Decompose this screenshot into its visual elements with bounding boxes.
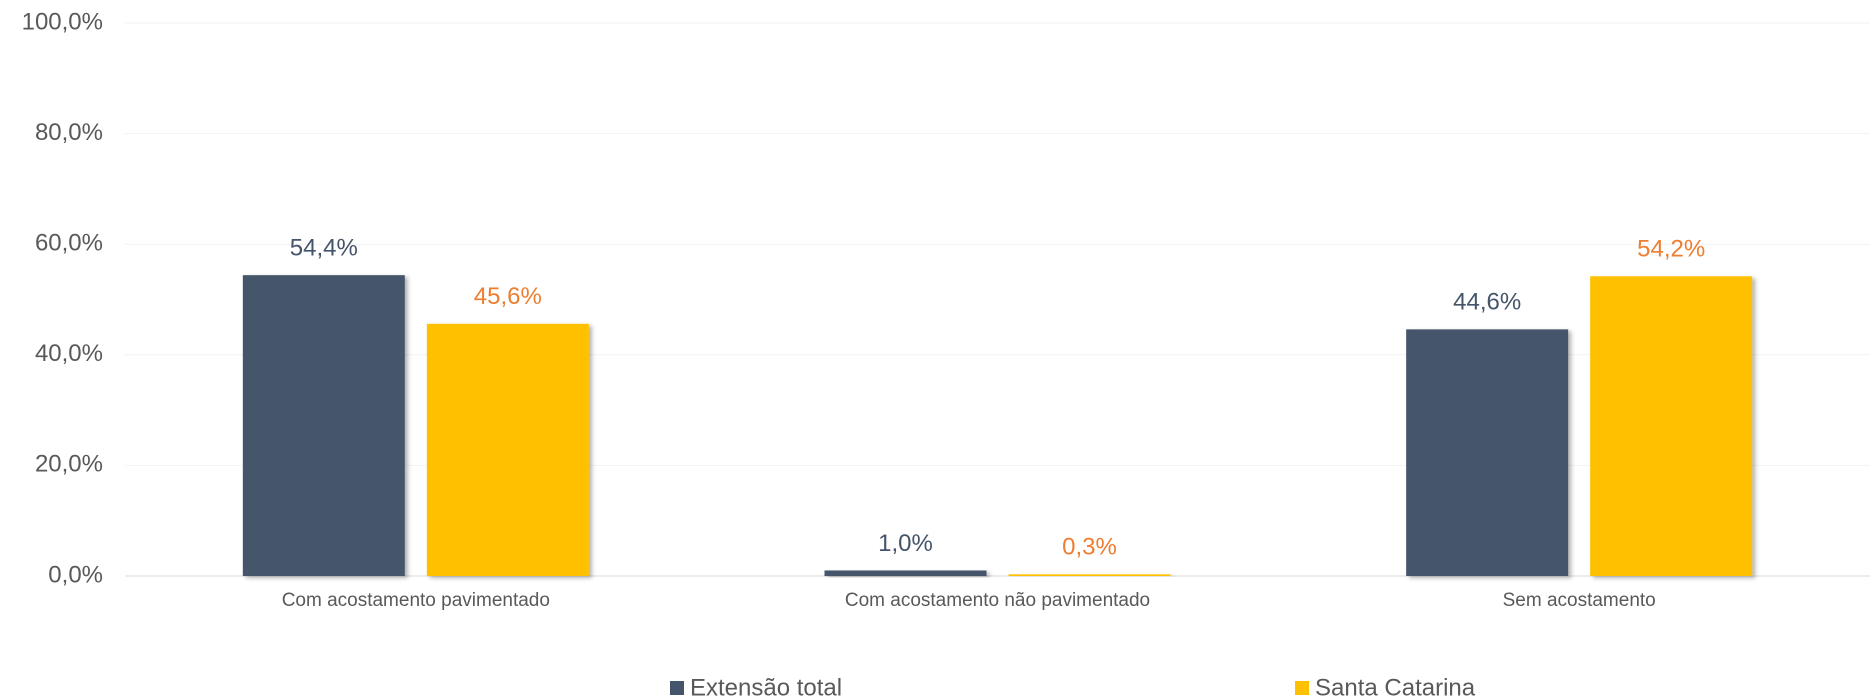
value-label: 44,6% — [1453, 289, 1521, 316]
bar — [1008, 574, 1171, 576]
value-label: 54,4% — [290, 235, 358, 262]
bar — [824, 570, 987, 576]
x-tick-label: Sem acostamento — [1503, 590, 1656, 611]
x-tick-label: Com acostamento não pavimentado — [845, 590, 1150, 611]
y-tick-label: 60,0% — [35, 230, 103, 257]
value-label: 0,3% — [1062, 534, 1117, 561]
y-tick-label: 100,0% — [22, 8, 103, 35]
y-tick-label: 0,0% — [48, 561, 103, 588]
value-label: 1,0% — [878, 530, 933, 557]
legend-swatch — [670, 681, 684, 695]
legend-label: Santa Catarina — [1315, 674, 1476, 700]
bar — [426, 323, 589, 576]
value-label: 54,2% — [1637, 236, 1705, 263]
value-label: 45,6% — [474, 283, 542, 310]
legend-label: Extensão total — [690, 674, 842, 700]
bar — [242, 275, 405, 576]
x-tick-label: Com acostamento pavimentado — [282, 590, 550, 611]
y-tick-label: 40,0% — [35, 340, 103, 367]
legend-swatch — [1295, 681, 1309, 695]
y-tick-label: 20,0% — [35, 451, 103, 478]
bar — [1590, 276, 1753, 576]
y-tick-label: 80,0% — [35, 119, 103, 146]
bar — [1406, 329, 1569, 576]
